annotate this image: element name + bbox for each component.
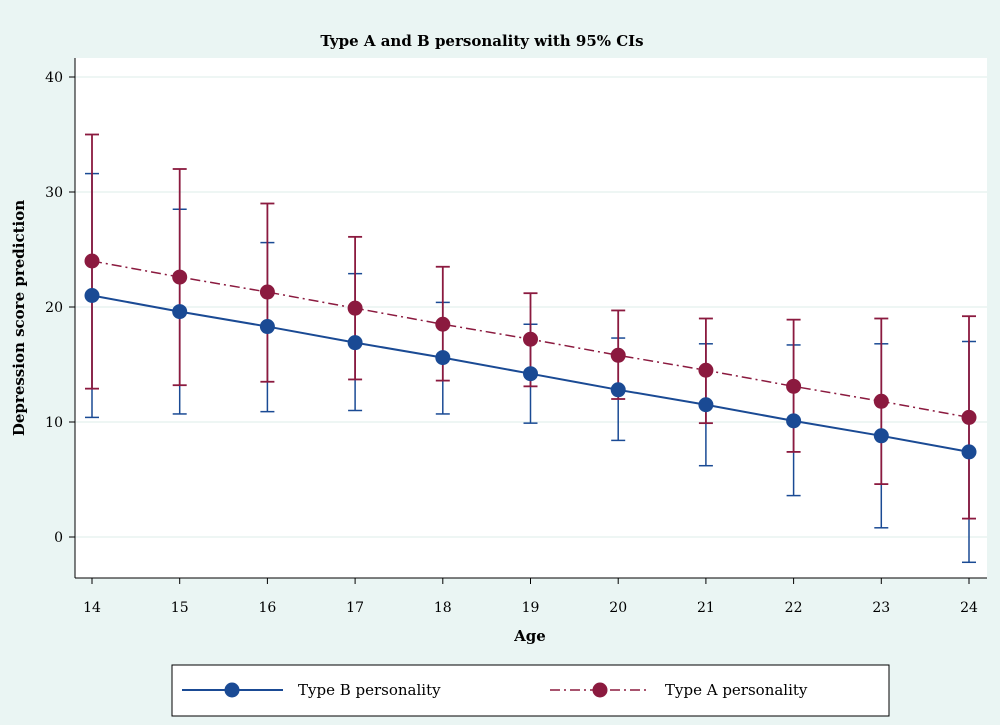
legend-swatch-marker-b <box>224 682 240 698</box>
point-0-16 <box>259 319 275 335</box>
point-1-24 <box>961 409 977 425</box>
point-0-18 <box>435 350 451 366</box>
x-tick-label-15: 15 <box>171 600 189 616</box>
legend: Type B personality Type A personality <box>171 664 890 717</box>
chart-title: Type A and B personality with 95% CIs <box>320 32 643 50</box>
x-tick-label-17: 17 <box>346 600 364 616</box>
x-tick-label-20: 20 <box>609 600 627 616</box>
point-1-16 <box>259 284 275 300</box>
x-tick-label-16: 16 <box>258 600 276 616</box>
point-0-19 <box>523 366 538 382</box>
legend-swatch-marker-a <box>592 682 608 698</box>
point-1-17 <box>347 300 363 316</box>
point-0-20 <box>610 382 626 398</box>
x-tick-label-21: 21 <box>697 600 715 616</box>
x-tick-label-22: 22 <box>785 600 803 616</box>
x-tick-label-18: 18 <box>434 600 452 616</box>
x-tick-label-19: 19 <box>522 600 540 616</box>
point-1-23 <box>873 393 889 409</box>
y-tick-label-40: 40 <box>45 70 63 86</box>
y-tick-label-20: 20 <box>45 300 63 316</box>
point-1-20 <box>610 347 626 363</box>
x-tick-label-24: 24 <box>960 600 978 616</box>
y-tick-label-10: 10 <box>45 415 63 431</box>
point-0-23 <box>873 428 889 444</box>
point-1-15 <box>172 269 188 285</box>
point-1-22 <box>786 378 802 394</box>
x-tick-label-23: 23 <box>872 600 890 616</box>
point-1-19 <box>523 331 538 347</box>
legend-box <box>171 664 890 717</box>
y-tick-label-30: 30 <box>45 185 63 201</box>
y-axis-title: Depression score prediction <box>10 200 28 436</box>
legend-label-a: Type A personality <box>665 681 808 699</box>
x-tick-label-14: 14 <box>83 600 101 616</box>
point-0-21 <box>698 397 714 413</box>
point-0-15 <box>172 304 188 320</box>
point-1-14 <box>84 253 100 269</box>
point-1-18 <box>435 316 451 332</box>
point-0-17 <box>347 335 363 351</box>
x-axis-title: Age <box>513 627 546 645</box>
legend-label-b: Type B personality <box>298 681 441 699</box>
point-0-14 <box>84 288 100 303</box>
point-0-24 <box>961 444 977 460</box>
point-0-22 <box>786 413 802 429</box>
point-1-21 <box>698 362 714 378</box>
y-tick-label-0: 0 <box>54 530 63 546</box>
